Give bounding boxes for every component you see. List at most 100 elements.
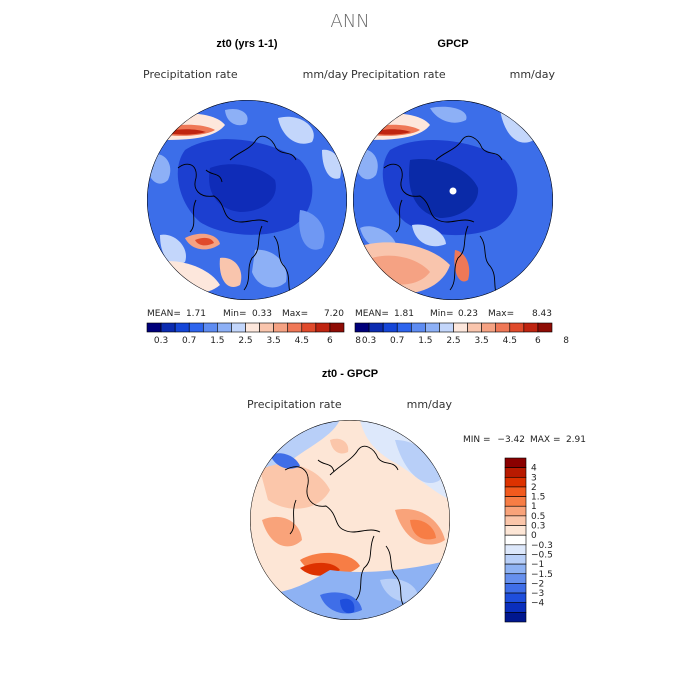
panel-obs-colorbar-swatch	[509, 322, 525, 333]
panel-diff-colorbar-tick-label: 2	[531, 483, 537, 493]
panel-obs-colorbar-swatch	[523, 322, 539, 333]
panel-model-mean-label: MEAN=	[147, 309, 181, 319]
panel-diff-colorbar-swatch	[504, 592, 527, 604]
panel-diff-colorbar-tick-label: −1	[531, 560, 544, 570]
panel-diff: zt0 - GPCP Precipitation rate mm/day	[247, 368, 586, 623]
panel-model-colorbar-tick-label: 2.5	[238, 336, 252, 346]
panel-diff-colorbar-swatch	[504, 573, 527, 584]
panel-model-colorbar-swatch	[217, 322, 232, 333]
panel-obs-max: 8.43	[532, 309, 552, 319]
panel-diff-field-label: Precipitation rate	[247, 398, 342, 411]
panel-obs-colorbar-tick-label: 0.7	[390, 336, 404, 346]
panel-obs-colorbar-swatch	[481, 322, 497, 333]
panel-obs: GPCP Precipitation rate mm/day	[351, 38, 569, 346]
panel-diff-colorbar-tick-label: 1	[531, 502, 537, 512]
panel-model-colorbar-swatch	[188, 322, 204, 333]
panel-obs-colorbar-swatch	[354, 322, 370, 333]
panel-obs-min: 0.23	[458, 309, 478, 319]
panel-model-colorbar-swatch	[146, 322, 162, 333]
panel-diff-colorbar-swatch	[504, 544, 527, 555]
panel-model-colorbar-tick-label: 6	[327, 336, 333, 346]
panel-diff-title: zt0 - GPCP	[322, 368, 378, 380]
panel-model-colorbar-tick-label: 0.3	[154, 336, 168, 346]
panel-obs-colorbar-swatch	[495, 322, 511, 333]
panel-model-units: mm/day	[303, 68, 349, 81]
panel-model-colorbar-swatch	[273, 322, 289, 333]
panel-obs-min-label: Min=	[430, 309, 454, 319]
panel-diff-colorbar-swatch	[504, 534, 527, 546]
panel-diff-colorbar-tick-label: −0.3	[531, 541, 553, 551]
figure-title: ANN	[330, 11, 369, 32]
panel-diff-colorbar-tick-label: 0	[531, 531, 537, 541]
panel-diff-map	[250, 420, 450, 620]
panel-model: zt0 (yrs 1-1) Precipitation rate mm/day	[143, 38, 361, 346]
panel-model-colorbar-swatch	[245, 322, 260, 333]
panel-model-colorbar-swatch	[287, 322, 303, 333]
panel-diff-colorbar-swatch	[504, 612, 527, 623]
panel-obs-colorbar-swatch	[382, 322, 398, 333]
panel-diff-colorbar-swatch	[504, 496, 527, 507]
panel-diff-max-label: MAX =	[530, 435, 561, 445]
panel-model-colorbar-tick-label: 3.5	[266, 336, 280, 346]
panel-diff-colorbar-tick-label: 1.5	[531, 493, 545, 503]
panel-obs-colorbar-swatch	[410, 322, 426, 333]
panel-diff-colorbar-swatch	[504, 583, 527, 594]
panel-diff-colorbar-tick-label: −3	[531, 589, 544, 599]
panel-diff-colorbar-swatch	[504, 515, 527, 526]
panel-model-colorbar-swatch	[259, 322, 274, 333]
panel-model-field-label: Precipitation rate	[143, 68, 238, 81]
panel-obs-colorbar-tick-label: 4.5	[503, 336, 517, 346]
panel-diff-colorbar-tick-label: 0.5	[531, 512, 545, 522]
panel-obs-colorbar-swatch	[453, 322, 468, 333]
panel-diff-colorbar-tick-label: 3	[531, 473, 537, 483]
panel-diff-colorbar-swatch	[504, 467, 527, 478]
panel-model-min: 0.33	[252, 309, 272, 319]
panel-diff-colorbar-swatch	[504, 525, 527, 536]
panel-obs-colorbar-swatch	[396, 322, 412, 333]
panel-model-colorbar-swatch	[301, 322, 317, 333]
panel-model-colorbar-tick-label: 0.7	[182, 336, 196, 346]
panel-obs-colorbar-tick-label: 3.5	[474, 336, 488, 346]
panel-obs-colorbar-tick-label: 0.3	[362, 336, 376, 346]
panel-diff-colorbar-tick-label: −1.5	[531, 570, 553, 580]
panel-obs-max-label: Max=	[488, 309, 514, 319]
panel-obs-map	[353, 100, 553, 300]
panel-model-max-label: Max=	[282, 309, 308, 319]
panel-model-colorbar-swatch	[315, 322, 331, 333]
panel-model-colorbar-tick-label: 1.5	[210, 336, 224, 346]
panel-obs-colorbar-tick-label: 6	[535, 336, 541, 346]
panel-diff-units: mm/day	[407, 398, 453, 411]
panel-diff-colorbar-tick-label: −2	[531, 579, 544, 589]
panel-obs-title: GPCP	[437, 38, 468, 50]
panel-model-colorbar-tick-label: 4.5	[295, 336, 309, 346]
panel-model-map	[147, 100, 347, 300]
panel-obs-colorbar-swatch	[467, 322, 482, 333]
panel-model-colorbar-swatch	[329, 322, 345, 333]
panel-diff-colorbar-tick-label: −4	[531, 599, 545, 609]
panel-obs-colorbar-swatch	[439, 322, 454, 333]
panel-obs-field-label: Precipitation rate	[351, 68, 446, 81]
panel-diff-min: −3.42	[497, 435, 525, 445]
panel-obs-colorbar-tick-label: 8	[563, 336, 569, 346]
panel-model-colorbar-swatch	[202, 322, 218, 333]
panel-model-mean: 1.71	[186, 309, 206, 319]
panel-diff-colorbar-tick-label: 4	[531, 464, 537, 474]
panel-model-colorbar: 0.3 0.7 1.5 2.5 3.5 4.5 6 8	[146, 322, 361, 346]
panel-obs-mean: 1.81	[394, 309, 414, 319]
panel-diff-colorbar-swatch	[504, 602, 527, 613]
panel-obs-colorbar-tick-label: 2.5	[446, 336, 460, 346]
panel-obs-colorbar-swatch	[368, 322, 384, 333]
panel-model-min-label: Min=	[223, 309, 247, 319]
panel-obs-colorbar-swatch	[537, 322, 553, 333]
panel-diff-max: 2.91	[566, 435, 586, 445]
panel-diff-colorbar-swatch	[504, 505, 527, 517]
panel-model-title: zt0 (yrs 1-1)	[216, 38, 277, 50]
panel-diff-colorbar-swatch	[504, 457, 527, 468]
panel-diff-colorbar-swatch	[504, 563, 527, 575]
panel-model-colorbar-swatch	[174, 322, 190, 333]
panel-diff-min-label: MIN =	[463, 435, 491, 445]
panel-model-colorbar-swatch	[231, 322, 246, 333]
panel-diff-stats: MIN = −3.42 MAX = 2.91	[463, 435, 586, 445]
